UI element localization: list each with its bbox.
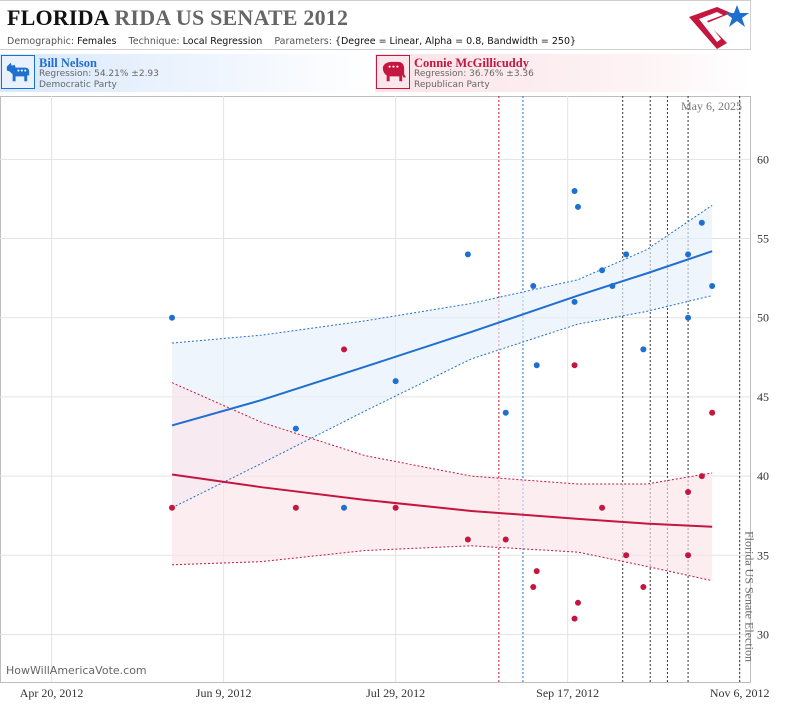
candidate-republican: Connie McGillicuddy Regression: 36.76% ±… xyxy=(375,54,751,92)
chart-header: FLORIDA RIDA US SENATE 2012 Demographic:… xyxy=(0,0,751,50)
poll-point xyxy=(571,188,578,195)
elephant-icon xyxy=(376,55,410,89)
watermark: HowWillAmericaVote.com xyxy=(6,664,147,677)
poll-point xyxy=(709,283,716,290)
poll-point xyxy=(502,409,509,416)
y-tick-label: 60 xyxy=(757,152,769,166)
poll-point xyxy=(502,536,509,543)
y-tick-label: 55 xyxy=(757,232,769,246)
poll-point xyxy=(640,583,647,590)
poll-point xyxy=(574,203,581,210)
dem-party: Democratic Party xyxy=(39,80,117,90)
x-tick-label: Apr 20, 2012 xyxy=(20,686,84,700)
poll-point xyxy=(574,599,581,606)
poll-point xyxy=(341,346,348,353)
poll-point xyxy=(709,409,716,416)
confidence-band xyxy=(172,382,713,581)
poll-point xyxy=(392,378,399,385)
y-tick-label: 40 xyxy=(757,469,769,483)
confidence-bound xyxy=(171,295,713,509)
chart-parameters: Demographic: Females Technique: Local Re… xyxy=(7,36,576,47)
poll-point xyxy=(685,251,692,258)
title-state: FLORIDA xyxy=(7,5,109,30)
poll-point xyxy=(599,267,606,274)
donkey-icon xyxy=(1,55,35,89)
poll-point xyxy=(571,615,578,622)
technique-value: Local Regression xyxy=(182,36,263,47)
regression-line xyxy=(171,473,713,528)
technique-label: Technique: xyxy=(128,36,180,47)
y-tick-label: 30 xyxy=(757,627,769,641)
dem-candidate-name: Bill Nelson xyxy=(39,56,97,70)
x-tick-label: Sep 17, 2012 xyxy=(536,686,599,700)
regression-line xyxy=(171,250,713,427)
poll-point xyxy=(292,425,299,432)
candidate-democrat: Bill Nelson Regression: 54.21% ±2.93 Dem… xyxy=(0,54,375,92)
rep-party: Republican Party xyxy=(414,80,490,90)
confidence-bound xyxy=(171,382,713,485)
x-tick-label: Jun 9, 2012 xyxy=(196,686,252,700)
y-tick-label: 45 xyxy=(757,390,769,404)
chart-date-label: May 6, 2025 xyxy=(681,99,742,113)
rep-regression: Regression: 36.76% ±3.36 xyxy=(414,69,534,79)
y-tick-label: 35 xyxy=(757,548,769,562)
candidate-strip: Bill Nelson Regression: 54.21% ±2.93 Dem… xyxy=(0,54,751,92)
page-title: FLORIDA RIDA US SENATE 2012 xyxy=(7,5,348,31)
poll-point xyxy=(623,552,630,559)
poll-point xyxy=(169,504,176,511)
poll-point xyxy=(623,251,630,258)
poll-point xyxy=(464,536,471,543)
confidence-band xyxy=(172,205,713,508)
poll-point xyxy=(341,504,348,511)
poll-point xyxy=(685,314,692,321)
poll-point xyxy=(533,362,540,369)
x-tick-label: Jul 29, 2012 xyxy=(366,686,425,700)
rep-candidate-name: Connie McGillicuddy xyxy=(414,56,529,70)
poll-point xyxy=(685,488,692,495)
poll-point xyxy=(698,473,705,480)
poll-regression-chart: 30 35 40 45 50 55 60 Apr 20, 2012 Jun 9, 2012 Jul… xyxy=(0,96,770,700)
poll-point xyxy=(533,568,540,575)
poll-point xyxy=(292,504,299,511)
demographic-value: Females xyxy=(77,36,117,47)
poll-point xyxy=(169,314,176,321)
poll-point xyxy=(599,504,606,511)
site-logo-icon xyxy=(689,5,749,49)
dem-regression: Regression: 54.21% ±2.93 xyxy=(39,69,159,79)
poll-point xyxy=(530,283,537,290)
parameters-value: {Degree = Linear, Alpha = 0.8, Bandwidth… xyxy=(334,36,577,47)
confidence-bound xyxy=(171,204,713,344)
election-label: Florida US Senate Election xyxy=(743,531,757,662)
title-race: RIDA US SENATE 2012 xyxy=(114,5,349,30)
demographic-label: Demographic: xyxy=(7,36,75,47)
poll-point xyxy=(609,283,616,290)
poll-point xyxy=(571,362,578,369)
x-tick-label: Nov 6, 2012 xyxy=(710,686,770,700)
poll-point xyxy=(685,552,692,559)
poll-point xyxy=(698,219,705,226)
poll-point xyxy=(464,251,471,258)
poll-point xyxy=(571,298,578,305)
poll-point xyxy=(392,504,399,511)
parameters-label: Parameters: xyxy=(274,36,332,47)
poll-point xyxy=(530,583,537,590)
y-tick-label: 50 xyxy=(757,311,769,325)
poll-point xyxy=(640,346,647,353)
confidence-bound xyxy=(172,545,713,582)
